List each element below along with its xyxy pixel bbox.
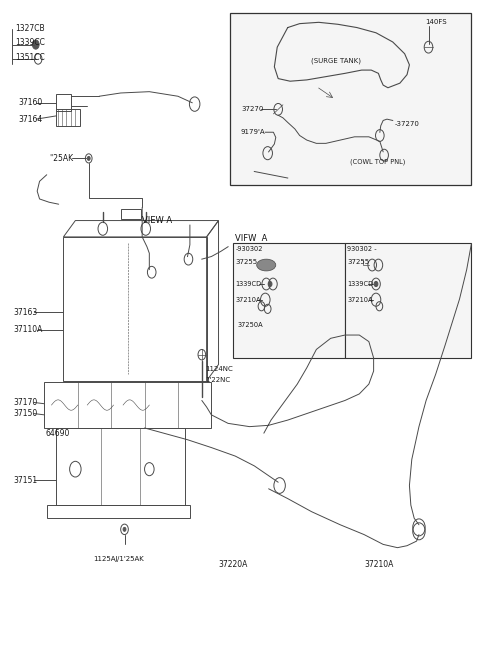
Text: 64690: 64690 [45, 428, 70, 438]
Text: 37250A: 37250A [238, 321, 263, 328]
Circle shape [36, 57, 40, 62]
Text: 140FS: 140FS [425, 19, 447, 26]
Bar [230, 12, 471, 185]
Text: 1351CC: 1351CC [15, 53, 45, 62]
Text: 37163: 37163 [13, 307, 37, 317]
Text: 37255: 37255 [348, 259, 370, 265]
Text: 1125AJ: 1125AJ [93, 556, 118, 562]
Text: -37270: -37270 [395, 122, 420, 127]
Text: (SURGE TANK): (SURGE TANK) [311, 57, 360, 64]
Text: 930302 -: 930302 - [348, 246, 377, 252]
Text: 37210A: 37210A [364, 560, 394, 568]
Circle shape [374, 281, 378, 286]
Text: (COWL TOP PNL): (COWL TOP PNL) [350, 158, 405, 165]
Bar [345, 244, 471, 358]
Circle shape [87, 156, 90, 160]
Circle shape [33, 40, 39, 49]
Text: 37164: 37164 [18, 115, 42, 124]
Text: 37220A: 37220A [218, 560, 248, 568]
Text: 37110A: 37110A [13, 325, 43, 334]
Text: /1'25AK: /1'25AK [117, 556, 144, 562]
Text: 1327CB: 1327CB [15, 24, 44, 34]
Text: 37255: 37255 [235, 259, 257, 265]
Text: 37210A: 37210A [348, 297, 373, 303]
Text: 37150: 37150 [13, 409, 37, 418]
Text: VIFW  A: VIFW A [235, 234, 268, 242]
Text: VIEW A: VIEW A [142, 216, 172, 225]
Text: 37270: 37270 [241, 106, 264, 112]
Text: 1'22NC: 1'22NC [205, 376, 231, 382]
Text: 1339CC: 1339CC [15, 38, 45, 47]
Text: 1124NC: 1124NC [205, 366, 233, 372]
Circle shape [268, 281, 272, 286]
Circle shape [123, 528, 126, 532]
Text: -930302: -930302 [235, 246, 263, 252]
Text: 9179'A: 9179'A [241, 129, 265, 135]
Text: 1339CD: 1339CD [235, 281, 261, 287]
Bar [233, 244, 345, 358]
Ellipse shape [257, 259, 276, 271]
Text: 37170: 37170 [13, 398, 37, 407]
Text: 37151: 37151 [13, 476, 37, 485]
Text: ''25AK: ''25AK [49, 154, 73, 163]
Text: 37160: 37160 [18, 99, 42, 107]
Text: 37210A: 37210A [235, 297, 261, 303]
Text: 1339CD: 1339CD [348, 281, 373, 287]
